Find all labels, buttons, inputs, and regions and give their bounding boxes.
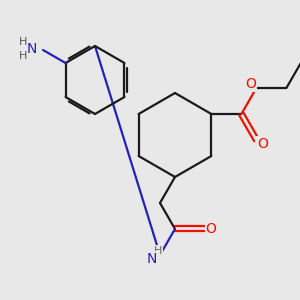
Text: H: H — [154, 246, 162, 256]
Text: O: O — [206, 222, 216, 236]
Text: N: N — [147, 252, 157, 266]
Text: O: O — [257, 137, 268, 151]
Text: O: O — [245, 77, 256, 91]
Text: N: N — [27, 42, 37, 56]
Text: H: H — [19, 37, 27, 47]
Text: H: H — [19, 51, 27, 61]
